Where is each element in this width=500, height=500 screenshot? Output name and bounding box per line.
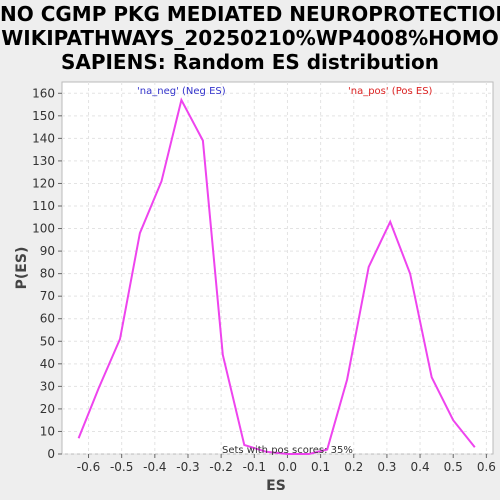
y-tick-label: 40 (40, 357, 55, 371)
y-tick-label: 120 (32, 176, 55, 190)
y-tick-label: 90 (40, 244, 55, 258)
y-axis-label: P(ES) (14, 247, 30, 290)
y-axis-ticks: 0 10 20 30 40 50 60 70 80 90 100 110 120 130 140 150 160 (32, 86, 62, 461)
annotation-text: Sets with pos scores: 35% (222, 445, 353, 456)
series-line (77, 97, 476, 455)
x-axis-label: ES (266, 478, 286, 494)
x-tick-label: 0.6 (477, 460, 496, 474)
x-tick-label: 0.4 (411, 460, 430, 474)
y-tick-label: 150 (32, 109, 55, 123)
chart-title-line-2: WIKIPATHWAYS_20250210%WP4008%HOMO (1, 26, 499, 50)
x-tick-label: 0.3 (377, 460, 396, 474)
x-tick-label: 0.1 (311, 460, 330, 474)
legend-entry: 'na_neg' (Neg ES) (137, 86, 226, 97)
x-tick-label: -0.5 (110, 460, 133, 474)
y-tick-label: 20 (40, 402, 55, 416)
chart-title-line-3: SAPIENS: Random ES distribution (60, 50, 440, 74)
x-tick-label: -0.1 (243, 460, 266, 474)
legend-entry: 'na_pos' (Pos ES) (348, 86, 433, 97)
y-tick-label: 50 (40, 334, 55, 348)
y-tick-label: 140 (32, 131, 55, 145)
y-tick-label: 80 (40, 267, 55, 281)
x-tick-label: -0.3 (176, 460, 199, 474)
chart-title-line-1: NO CGMP PKG MEDIATED NEUROPROTECTION% (0, 2, 500, 26)
x-tick-label: 0.0 (278, 460, 297, 474)
grid (62, 82, 493, 455)
x-axis-ticks: -0.6 -0.5 -0.4 -0.3 -0.2 -0.1 0.0 0.1 0.2 0.3 0.4 0… (77, 454, 496, 474)
chart-title: NO CGMP PKG MEDIATED NEUROPROTECTION% WI… (0, 2, 500, 74)
y-tick-label: 10 (40, 424, 55, 438)
y-tick-label: 60 (40, 312, 55, 326)
x-tick-label: -0.2 (209, 460, 232, 474)
x-tick-label: 0.2 (344, 460, 363, 474)
x-tick-label: 0.5 (444, 460, 463, 474)
y-tick-label: 100 (32, 222, 55, 236)
plot-area (61, 81, 494, 455)
y-tick-label: 30 (40, 379, 55, 393)
y-tick-label: 0 (47, 447, 55, 461)
legend: 'na_neg' (Neg ES) 'na_pos' (Pos ES) (137, 86, 433, 97)
series-layer (77, 97, 476, 455)
y-tick-label: 70 (40, 289, 55, 303)
y-tick-label: 160 (32, 86, 55, 100)
x-tick-label: -0.4 (143, 460, 166, 474)
y-tick-label: 110 (32, 199, 55, 213)
x-tick-label: -0.6 (77, 460, 100, 474)
y-tick-label: 130 (32, 154, 55, 168)
